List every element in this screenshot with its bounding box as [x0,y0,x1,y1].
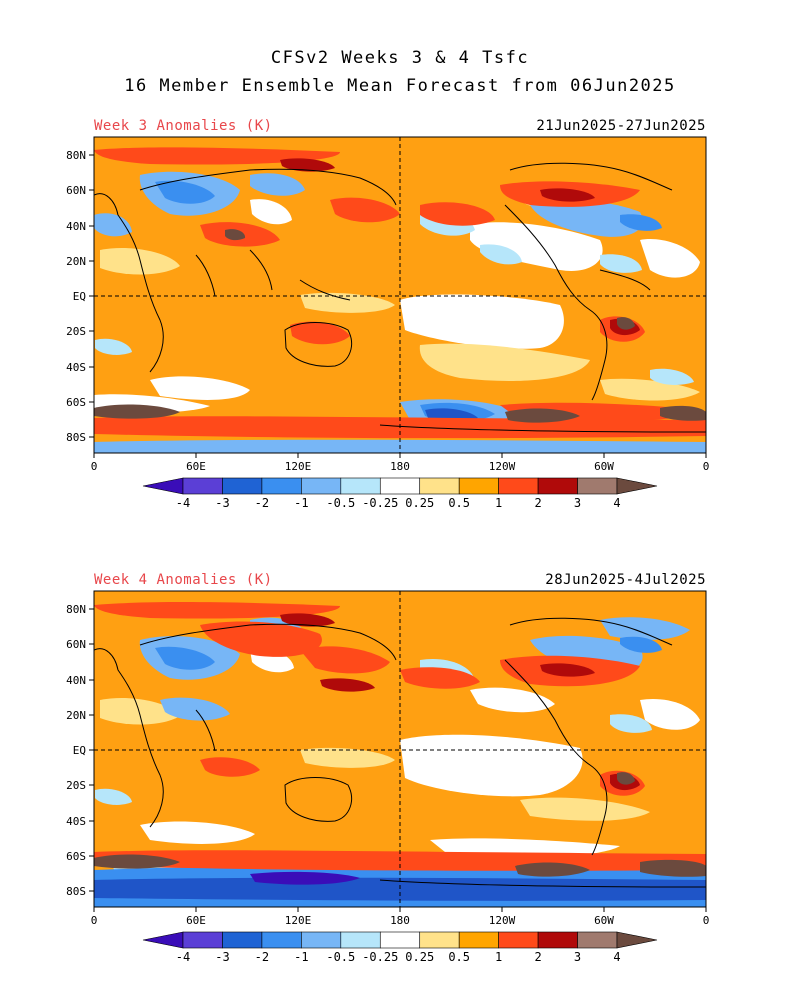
colorbar-swatch [458,931,499,949]
panel-2-lat-label: 40S [66,815,86,828]
colorbar-high-arrow [616,477,658,495]
colorbar-label: 3 [574,950,581,964]
panel-1-lon-label: 60E [186,460,206,473]
colorbar-swatch [577,477,618,495]
colorbar-label: 1 [495,496,502,510]
colorbar-label: -4 [176,496,190,510]
panel-2-title: Week 4 Anomalies (K) [94,572,273,588]
panel-1-date-range: 21Jun2025-27Jun2025 [536,118,706,134]
panel-1-lat-label: 40N [66,220,86,233]
colorbar-swatch [182,477,223,495]
colorbar-label: -3 [215,496,229,510]
panel-2-lat-label: 40N [66,674,86,687]
colorbar-label: -3 [215,950,229,964]
panel-2-lon-label: 60E [186,914,206,927]
colorbar-swatch [498,477,539,495]
panel-2-lat-label: 80N [66,603,86,616]
colorbar-label: -0.5 [326,950,355,964]
colorbar-label: -0.25 [362,496,398,510]
colorbar-swatch [340,477,381,495]
panel-1-lon-label: 180 [390,460,410,473]
colorbar-swatch [498,931,539,949]
colorbar-swatch [537,477,578,495]
panel-1-lat-label: 60N [66,184,86,197]
colorbar-label: -1 [294,950,308,964]
colorbar-label: 1 [495,950,502,964]
colorbar-label: 0.25 [405,496,434,510]
colorbar-label: -4 [176,950,190,964]
colorbar-swatch [261,477,302,495]
colorbar-low-arrow [142,931,184,949]
colorbar-swatch [340,931,381,949]
colorbar-swatch [222,931,263,949]
colorbar-label: 0.25 [405,950,434,964]
colorbar-label: 0.5 [448,496,470,510]
title-line-2: 16 Member Ensemble Mean Forecast from 06… [124,76,676,96]
colorbar-swatch [301,931,342,949]
panel-1-lat-label: 80S [66,431,86,444]
panel-1-lat-label: 40S [66,361,86,374]
colorbar-high-arrow [616,931,658,949]
panel-1-lon-label: 60W [594,460,614,473]
panel-1-lat-label: 20S [66,325,86,338]
panel-1-lat-label: 60S [66,396,86,409]
colorbar-label: 4 [613,496,620,510]
colorbar-swatch [261,931,302,949]
colorbar-label: -0.5 [326,496,355,510]
colorbar-label: -1 [294,496,308,510]
colorbar-swatch [419,931,460,949]
colorbar-label: 2 [534,950,541,964]
panel-2-lon-label: 180 [390,914,410,927]
panel-2-lat-label: 80S [66,885,86,898]
colorbar-week-4: -4 -3 -2 -1 -0.5 -0.25 0.25 0.5 1 2 3 4 [142,931,658,964]
colorbar-week-3: -4 -3 -2 -1 -0.5 -0.25 0.25 0.5 1 2 3 4 [142,477,658,510]
panel-1-lat-label: 80N [66,149,86,162]
colorbar-swatch [379,477,421,495]
panel-1-lon-label: 120W [489,460,516,473]
panel-2-lon-label: 120E [285,914,312,927]
panel-2-lon-label: 120W [489,914,516,927]
panel-1-title: Week 3 Anomalies (K) [94,118,273,134]
colorbar-swatch [577,931,618,949]
colorbar-swatch [537,931,578,949]
colorbar-label: -0.25 [362,950,398,964]
colorbar-label: 4 [613,950,620,964]
colorbar-swatch [379,931,421,949]
panel-2-date-range: 28Jun2025-4Jul2025 [545,572,706,588]
colorbar-swatch [222,477,263,495]
panel-2-lat-label: 20N [66,709,86,722]
panel-2-lat-label: 60S [66,850,86,863]
title-line-1: CFSv2 Weeks 3 & 4 Tsfc [270,48,530,68]
colorbar-label: -2 [255,496,269,510]
panel-1-lon-label: 0 [703,460,710,473]
panel-1-lon-label: 0 [91,460,98,473]
panel-1-lat-label: 20N [66,255,86,268]
colorbar-swatch [458,477,499,495]
colorbar-swatch [301,477,342,495]
panel-1-lon-label: 120E [285,460,312,473]
colorbar-swatch [182,931,223,949]
colorbar-swatch [419,477,460,495]
panel-2-lon-label: 0 [91,914,98,927]
colorbar-label: 3 [574,496,581,510]
panel-2-lat-label: 20S [66,779,86,792]
colorbar-low-arrow [142,477,184,495]
colorbar-label: -2 [255,950,269,964]
panel-2-lon-label: 0 [703,914,710,927]
colorbar-label: 2 [534,496,541,510]
panel-2-lat-label: EQ [73,744,86,757]
colorbar-label: 0.5 [448,950,470,964]
panel-1-lat-label: EQ [73,290,86,303]
panel-2-lon-label: 60W [594,914,614,927]
panel-2-lat-label: 60N [66,638,86,651]
